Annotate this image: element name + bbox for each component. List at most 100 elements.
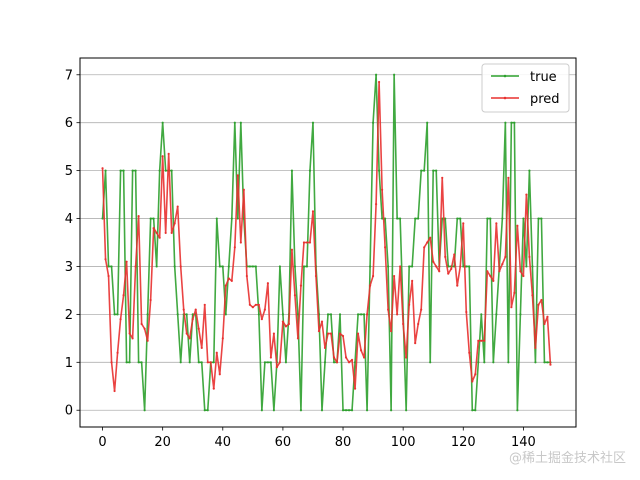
point-true-41: [224, 313, 227, 316]
point-true-67: [302, 265, 306, 268]
point-pred-56: [269, 356, 272, 359]
point-true-4: [113, 313, 116, 316]
point-true-13: [140, 361, 143, 364]
point-true-140: [522, 217, 525, 220]
point-pred-38: [215, 351, 218, 354]
point-pred-136: [510, 306, 513, 309]
point-true-121: [465, 265, 468, 268]
point-pred-20: [161, 155, 164, 158]
point-pred-25: [176, 205, 179, 208]
point-true-103: [411, 265, 414, 268]
point-true-111: [435, 169, 438, 172]
point-pred-22: [167, 152, 170, 155]
point-true-0: [101, 217, 104, 220]
point-true-1: [104, 169, 107, 172]
point-true-88: [365, 409, 369, 412]
watermark: @稀土掘金技术社区: [508, 451, 626, 466]
point-pred-99: [399, 265, 402, 268]
point-true-10: [131, 169, 134, 172]
point-pred-17: [152, 227, 155, 230]
point-pred-87: [362, 356, 366, 359]
point-true-97: [393, 73, 396, 76]
point-true-39: [218, 265, 221, 268]
point-pred-54: [263, 308, 266, 311]
point-true-43: [230, 217, 233, 220]
point-true-139: [519, 313, 522, 316]
point-true-19: [158, 169, 161, 172]
point-true-2: [107, 265, 110, 268]
point-pred-148: [546, 315, 549, 318]
point-pred-1: [104, 258, 107, 261]
point-true-108: [426, 121, 429, 124]
point-true-55: [266, 361, 269, 364]
point-true-59: [278, 265, 282, 268]
point-pred-144: [534, 346, 537, 350]
point-pred-129: [489, 274, 492, 278]
point-true-17: [152, 217, 155, 220]
x-tick-label-120: 120: [451, 435, 476, 450]
point-true-61: [284, 361, 288, 364]
point-pred-91: [374, 203, 378, 206]
point-pred-75: [326, 332, 330, 335]
series-line-pred: [101, 81, 552, 392]
point-pred-73: [320, 320, 324, 323]
point-pred-92: [378, 80, 381, 84]
point-true-35: [206, 409, 209, 412]
point-true-6: [119, 169, 122, 172]
point-pred-77: [332, 356, 336, 359]
point-true-123: [471, 409, 474, 412]
point-pred-15: [146, 339, 149, 342]
point-true-66: [299, 409, 303, 412]
point-pred-82: [347, 361, 351, 364]
point-true-104: [414, 217, 417, 220]
point-pred-63: [290, 248, 294, 251]
point-pred-58: [275, 365, 278, 369]
point-pred-78: [335, 361, 339, 364]
point-pred-149: [549, 363, 552, 366]
y-tick-label-1: 1: [65, 356, 73, 371]
point-true-128: [486, 217, 489, 220]
point-pred-145: [537, 303, 540, 306]
point-pred-83: [350, 358, 354, 362]
point-pred-94: [384, 246, 387, 249]
point-pred-132: [498, 270, 501, 273]
point-true-93: [381, 217, 384, 220]
point-true-21: [164, 169, 167, 172]
legend-marker-pred: [503, 96, 507, 100]
point-pred-9: [128, 332, 131, 335]
point-pred-16: [149, 298, 152, 302]
point-true-28: [185, 313, 188, 316]
point-true-114: [444, 217, 447, 220]
point-true-90: [371, 121, 375, 124]
y-tick-label-4: 4: [65, 212, 73, 227]
point-pred-47: [242, 188, 245, 191]
point-pred-76: [329, 332, 333, 335]
point-pred-28: [185, 332, 188, 335]
point-pred-7: [122, 294, 125, 297]
point-pred-26: [179, 265, 182, 268]
point-true-38: [215, 217, 218, 220]
point-true-136: [510, 121, 513, 124]
point-pred-93: [381, 188, 384, 191]
point-pred-86: [359, 349, 363, 352]
point-pred-142: [528, 255, 531, 258]
point-pred-10: [131, 337, 134, 340]
point-true-37: [212, 361, 215, 364]
point-pred-32: [197, 327, 200, 330]
point-pred-46: [239, 241, 242, 244]
point-pred-107: [423, 246, 426, 249]
point-pred-146: [540, 298, 543, 302]
point-pred-51: [254, 303, 257, 306]
y-tick-label-6: 6: [65, 116, 73, 131]
y-tick-label-7: 7: [65, 68, 73, 83]
point-pred-71: [314, 274, 318, 278]
point-true-96: [390, 409, 393, 412]
point-true-26: [179, 361, 182, 364]
point-pred-31: [194, 308, 197, 311]
point-pred-45: [236, 174, 239, 177]
point-true-14: [143, 409, 146, 412]
x-tick-label-20: 20: [154, 435, 171, 450]
point-pred-126: [480, 339, 483, 342]
point-pred-60: [281, 320, 285, 323]
point-pred-131: [495, 222, 498, 225]
